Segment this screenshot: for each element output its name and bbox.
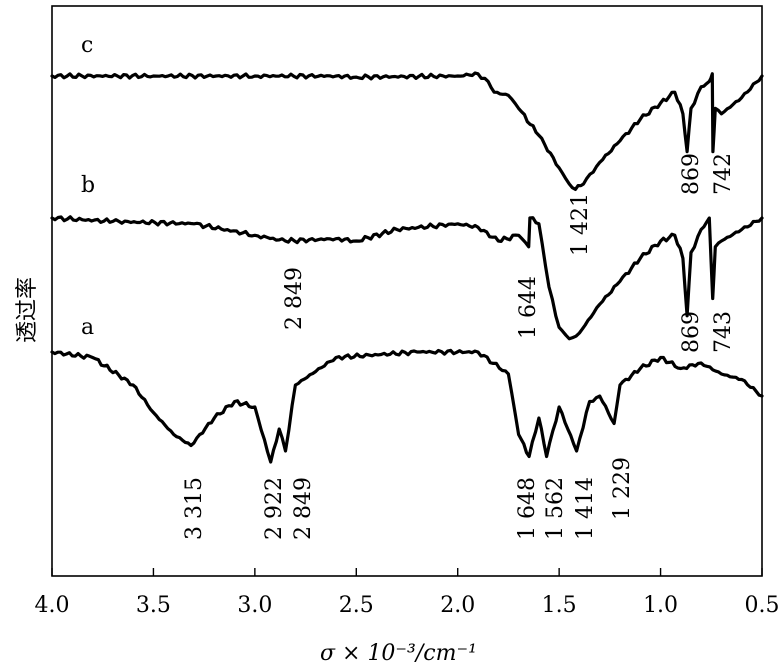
peak-label-a-1562: 1 562 [543, 477, 568, 540]
peak-label-c-1421: 1 421 [568, 193, 593, 256]
x-axis-ticks: 4.0 3.5 3.0 2.5 2.0 1.5 1.0 0.5 [35, 568, 780, 618]
x-tick-label: 2.0 [440, 593, 475, 618]
trace-label-a: a [81, 315, 94, 340]
peak-label-b-869: 869 [679, 311, 704, 353]
peak-label-c-742: 742 [711, 153, 736, 195]
peak-label-a-1414: 1 414 [573, 477, 598, 540]
plot-frame [51, 5, 763, 577]
peak-label-b-743: 743 [711, 311, 736, 353]
x-tick-label: 2.5 [339, 593, 374, 618]
x-tick-label: 1.5 [542, 593, 577, 618]
peak-label-a-2849: 2 849 [291, 477, 316, 540]
x-tick-label: 1.0 [643, 593, 678, 618]
spectrum-traces [50, 71, 764, 464]
peak-label-b-1644: 1 644 [516, 276, 541, 339]
peak-label-b-2849: 2 849 [282, 267, 307, 330]
trace-a-line [50, 348, 764, 464]
y-axis-title: 透过率 [15, 277, 40, 343]
trace-b-line [50, 215, 764, 341]
x-tick-label: 3.5 [136, 593, 171, 618]
x-tick-label: 0.5 [745, 593, 780, 618]
peak-label-a-2922: 2 922 [262, 477, 287, 540]
x-axis-title: σ × 10⁻³/cm⁻¹ [320, 641, 477, 666]
peak-label-a-3315: 3 315 [182, 477, 207, 540]
trace-c-line [50, 71, 764, 191]
peak-label-a-1648: 1 648 [515, 477, 540, 540]
peak-label-a-1229: 1 229 [610, 457, 635, 520]
peak-label-c-869: 869 [679, 153, 704, 195]
x-tick-label: 3.0 [237, 593, 272, 618]
trace-label-b: b [81, 173, 95, 198]
trace-label-c: c [81, 33, 93, 58]
x-tick-label: 4.0 [35, 593, 70, 618]
